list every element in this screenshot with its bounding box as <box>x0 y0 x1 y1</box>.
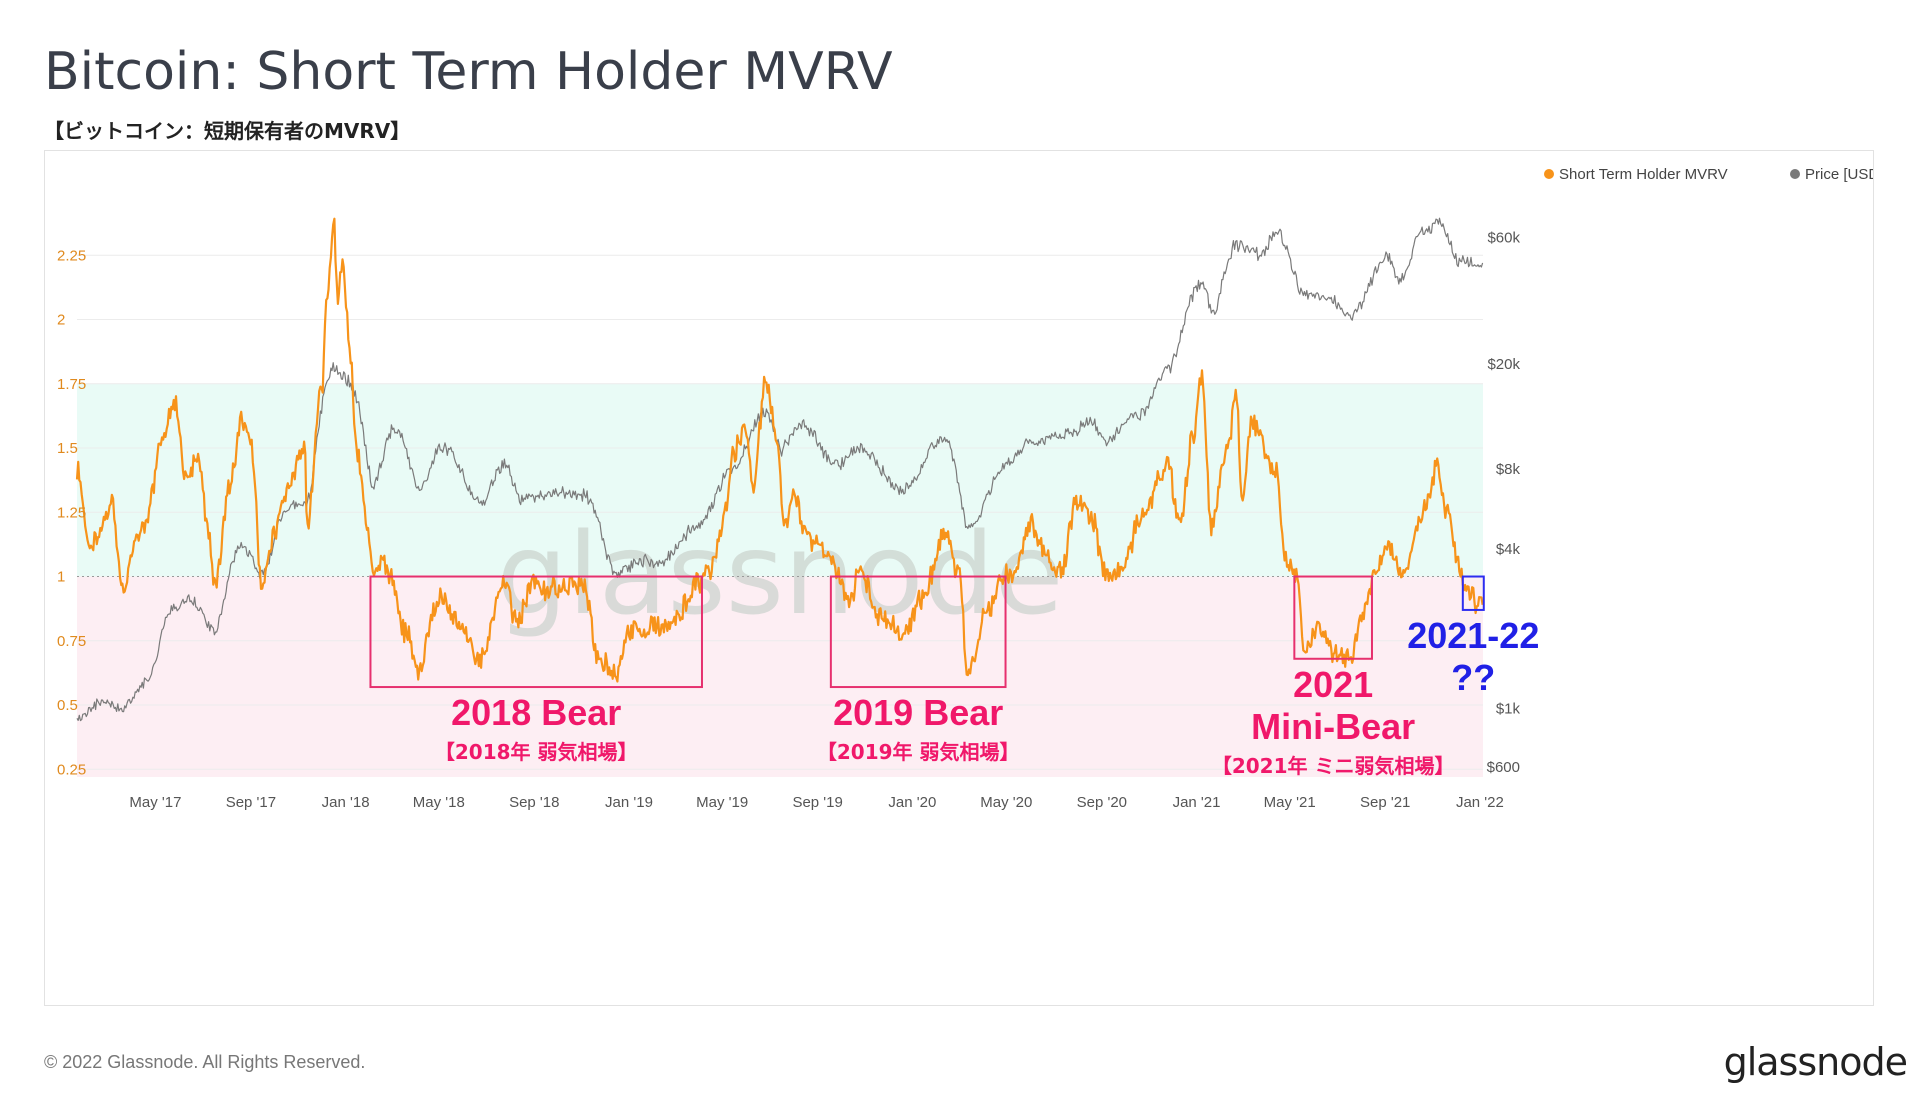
y-left-tick-label-8: 2.25 <box>57 247 86 264</box>
annotation-box-0 <box>369 575 703 689</box>
x-tick-label-9: May '20 <box>980 794 1032 811</box>
annotation-label2-3: ?? <box>1451 657 1495 698</box>
x-tick-label-3: May '18 <box>413 794 465 811</box>
mvrv-series <box>75 217 1484 683</box>
y-right-tick-label-2: $4k <box>1496 541 1521 558</box>
y-left-tick-label-5: 1.5 <box>57 440 78 457</box>
legend: Short Term Holder MVRV Price [USD] <box>1544 166 1873 183</box>
x-tick-label-0: May '17 <box>129 794 181 811</box>
x-tick-label-11: Jan '21 <box>1173 794 1221 811</box>
y-right-tick-label-5: $60k <box>1487 230 1520 247</box>
annotation-box-1 <box>829 575 1007 689</box>
x-tick-label-8: Jan '20 <box>888 794 936 811</box>
page-title: Bitcoin: Short Term Holder MVRV <box>44 42 893 102</box>
x-tick-label-1: Sep '17 <box>226 794 276 811</box>
grid-layer <box>77 254 1483 770</box>
y-left-tick-label-6: 1.75 <box>57 376 86 393</box>
y-left-tick-label-0: 0.25 <box>57 761 86 778</box>
legend-mvrv-marker <box>1544 169 1554 179</box>
y-left-tick-label-2: 0.75 <box>57 633 86 650</box>
y-left-tick-label-3: 1 <box>57 569 65 586</box>
x-tick-label-5: Jan '19 <box>605 794 653 811</box>
bands-layer <box>77 383 1483 777</box>
annotation-sublabel-0: 【2018年 弱気相場】 <box>435 740 638 764</box>
y-left-tick-label-1: 0.5 <box>57 697 78 714</box>
annotation-label-2: 2021 <box>1293 664 1373 705</box>
annotation-label-1: 2019 Bear <box>833 692 1003 733</box>
below-one-band <box>77 576 1483 777</box>
annotation-label-3: 2021-22 <box>1407 615 1539 656</box>
annotation-box-2 <box>1293 575 1373 660</box>
watermark: glassnode <box>496 510 1063 640</box>
y-right-tick-label-0: $600 <box>1487 759 1520 776</box>
axes-layer: 0.25 0.5 0.75 1 1.25 1.5 1.75 2 2.25 $600 $1k $4k $8… <box>57 230 1520 811</box>
x-tick-label-7: Sep '19 <box>792 794 842 811</box>
legend-price-label: Price [USD] <box>1805 166 1873 183</box>
footer-copyright: © 2022 Glassnode. All Rights Reserved. <box>44 1052 366 1072</box>
x-tick-label-2: Jan '18 <box>322 794 370 811</box>
page-subtitle: 【ビットコイン：短期保有者のMVRV】 <box>44 119 411 143</box>
series-line-1 <box>76 217 1484 722</box>
legend-mvrv-label: Short Term Holder MVRV <box>1559 166 1728 183</box>
x-tick-label-6: May '19 <box>696 794 748 811</box>
annotation-sublabel-1: 【2019年 弱気相場】 <box>817 740 1020 764</box>
y-right-tick-label-4: $20k <box>1487 356 1520 373</box>
annotation-sublabel-2: 【2021年 ミニ弱気相場】 <box>1212 754 1455 778</box>
annotations-layer: 2018 Bear 【2018年 弱気相場】 2019 Bear 【2019年 弱気相… <box>369 575 1539 778</box>
price-series <box>76 217 1484 722</box>
y-left-tick-label-4: 1.25 <box>57 504 86 521</box>
annotation-label-0: 2018 Bear <box>451 692 621 733</box>
x-tick-label-4: Sep '18 <box>509 794 559 811</box>
annotation-label2-2: Mini-Bear <box>1251 706 1415 747</box>
footer-logo: glassnode <box>1723 1040 1908 1084</box>
y-right-tick-label-1: $1k <box>1496 700 1521 717</box>
x-tick-label-14: Jan '22 <box>1456 794 1504 811</box>
x-tick-label-13: Sep '21 <box>1360 794 1410 811</box>
x-tick-label-10: Sep '20 <box>1077 794 1127 811</box>
mvrv-chart: glassnode 2018 Bear 【2018年 弱気相場】 2019 Bear… <box>57 166 1873 811</box>
annotation-box-3 <box>1461 575 1485 611</box>
chart-frame: glassnode 2018 Bear 【2018年 弱気相場】 2019 Bear… <box>44 150 1874 1006</box>
y-right-tick-label-3: $8k <box>1496 461 1521 478</box>
x-tick-label-12: May '21 <box>1264 794 1316 811</box>
legend-price-marker <box>1790 169 1800 179</box>
y-left-tick-label-7: 2 <box>57 312 65 329</box>
series-line-0 <box>75 217 1484 683</box>
